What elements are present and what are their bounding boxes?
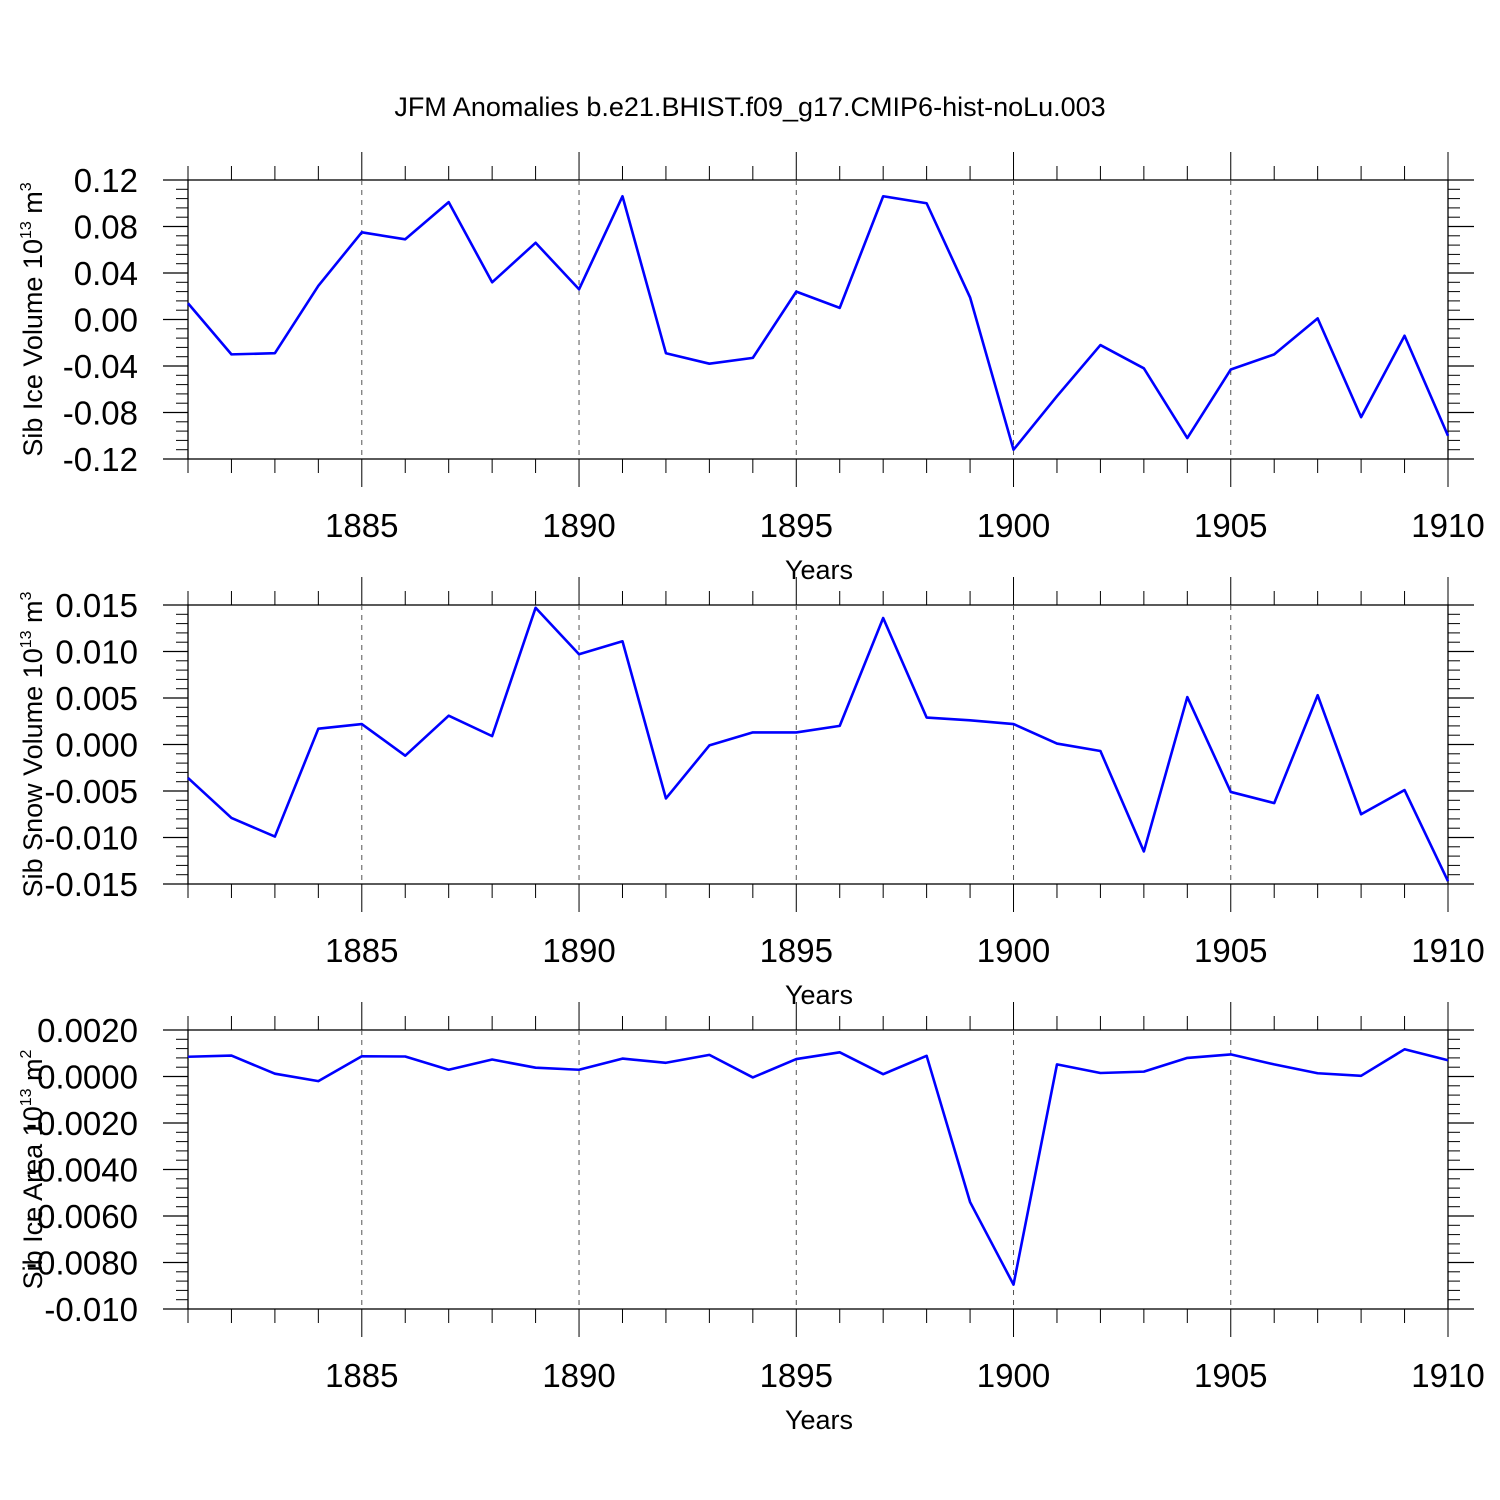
- y-tick-label: 0.000: [55, 727, 138, 764]
- y-axis-label-unit: m: [18, 191, 48, 221]
- y-axis-label-unit: m: [18, 1058, 48, 1088]
- y-tick-label: 0.015: [55, 587, 138, 624]
- y-tick-label: 0.04: [74, 255, 138, 292]
- y-axis-label: Sib Snow Volume 1013 m3: [18, 591, 48, 897]
- y-axis-label-exponent: 13: [18, 630, 35, 648]
- series-line: [187, 1048, 1449, 1286]
- y-axis-label-main: Sib Snow Volume 10: [18, 648, 48, 897]
- series-line: [187, 194, 1450, 452]
- x-tick-label: 1890: [542, 932, 615, 969]
- y-axis-label-unit: m: [18, 600, 48, 630]
- y-axis-label-main: Sib Ice Volume 10: [18, 239, 48, 457]
- y-tick-label: -0.0060: [26, 1198, 138, 1235]
- y-tick-label: -0.0020: [26, 1105, 138, 1142]
- y-tick-label: -0.0080: [26, 1245, 138, 1282]
- x-tick-label: 1890: [542, 1357, 615, 1394]
- y-tick-label: -0.04: [63, 348, 138, 385]
- y-axis-label: Sib Ice Volume 1013 m3: [18, 182, 48, 456]
- y-tick-label: 0.005: [55, 680, 138, 717]
- y-tick-label: -0.005: [44, 773, 138, 810]
- panel-3: 0.0020 0.0000 -0.0020 -0.0040 -0.0060 -0.0080…: [18, 1002, 1485, 1435]
- y-tick-label: 0.0020: [37, 1012, 138, 1049]
- y-axis-label-unit-exponent: 3: [18, 591, 35, 600]
- x-axis-label: Years: [785, 980, 853, 1010]
- x-tick-label: 1910: [1411, 507, 1484, 544]
- y-tick-label: -0.08: [63, 395, 138, 432]
- x-tick-label: 1900: [977, 1357, 1050, 1394]
- panel-2: 0.015 0.010 0.005 0.000 -0.005 -0.010 -0.015 18…: [18, 577, 1485, 1010]
- y-tick-label: -0.12: [63, 441, 138, 478]
- x-axis-label: Years: [785, 555, 853, 585]
- x-tick-label: 1895: [760, 932, 833, 969]
- x-tick-label: 1910: [1411, 932, 1484, 969]
- panels: 0.12 0.08 0.04 0.00 -0.04 -0.08 -0.12 1885 1890 1…: [18, 152, 1485, 1435]
- y-tick-label: 0.08: [74, 209, 138, 246]
- y-axis-label-unit-exponent: 3: [18, 182, 35, 191]
- figure-title: JFM Anomalies b.e21.BHIST.f09_g17.CMIP6-…: [394, 92, 1105, 122]
- series-line: [187, 606, 1450, 882]
- x-tick-label: 1900: [977, 507, 1050, 544]
- y-axis-label-exponent: 13: [18, 1088, 35, 1106]
- x-tick-label: 1910: [1411, 1357, 1484, 1394]
- y-tick-label: -0.0040: [26, 1152, 138, 1189]
- y-tick-label: -0.010: [44, 1291, 138, 1328]
- y-axis-label-main: Sib Ice Area 10: [18, 1106, 48, 1289]
- y-axis-label-exponent: 13: [18, 221, 35, 239]
- x-tick-label: 1890: [542, 507, 615, 544]
- x-tick-label: 1900: [977, 932, 1050, 969]
- x-tick-label: 1905: [1194, 1357, 1267, 1394]
- x-tick-label: 1895: [760, 507, 833, 544]
- x-tick-label: 1895: [760, 1357, 833, 1394]
- y-axis-label-unit-exponent: 2: [18, 1049, 35, 1058]
- x-axis-label: Years: [785, 1405, 853, 1435]
- x-tick-label: 1885: [325, 1357, 398, 1394]
- x-tick-label: 1905: [1194, 932, 1267, 969]
- y-tick-label: 0.010: [55, 634, 138, 671]
- x-tick-label: 1885: [325, 932, 398, 969]
- y-tick-label: -0.015: [44, 866, 138, 903]
- y-tick-label: 0.0000: [37, 1059, 138, 1096]
- y-axis-label: Sib Ice Area 1013 m2: [18, 1049, 48, 1289]
- x-tick-label: 1885: [325, 507, 398, 544]
- x-tick-label: 1905: [1194, 507, 1267, 544]
- y-tick-label: 0.00: [74, 302, 138, 339]
- y-tick-label: -0.010: [44, 820, 138, 857]
- panel-1: 0.12 0.08 0.04 0.00 -0.04 -0.08 -0.12 1885 1890 1…: [18, 152, 1485, 585]
- y-tick-label: 0.12: [74, 162, 138, 199]
